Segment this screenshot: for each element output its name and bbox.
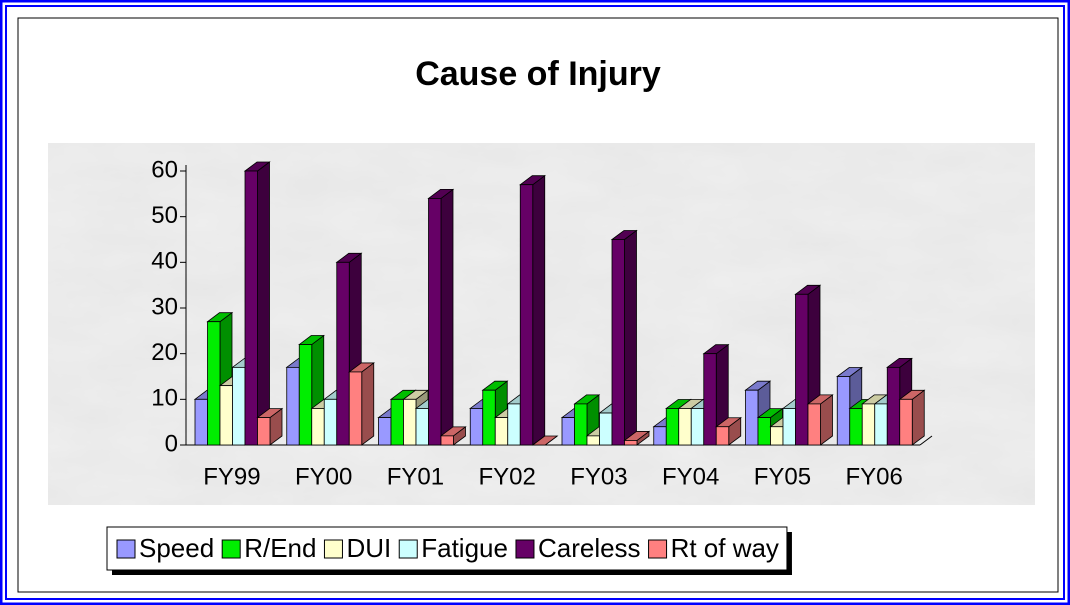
bar [439,426,467,446]
bar-side [532,174,546,446]
y-tick-label: 10 [151,385,178,412]
bar [715,416,742,446]
bar [519,174,546,446]
bar-front [194,398,208,446]
legend-swatch [221,539,241,559]
chart-title: Cause of Injury [415,55,661,93]
bar-front [311,408,325,446]
legend-shadow [786,532,792,575]
y-tick-label: 30 [151,293,178,320]
bar [610,229,638,446]
bar-front [507,403,521,446]
bar-front [403,398,417,446]
bar-front [219,385,233,446]
bar-front [348,371,363,446]
bar-front [519,184,534,446]
legend-swatch [323,539,343,559]
bar-front [415,408,429,446]
bar-front [207,321,221,446]
bar-front [665,408,680,446]
inner-frame [5,5,1065,600]
bar-front [715,426,730,446]
bar-top [531,435,559,446]
legend-swatch [515,539,535,559]
x-tick-label: FY01 [387,463,444,490]
bar-front [611,239,625,446]
y-tick-label: 20 [151,339,178,366]
bar-front [323,398,338,446]
bar-front [690,408,705,446]
x-tick-label: FY00 [295,463,352,490]
bar-front [561,417,575,446]
bar-front [286,366,300,446]
bar [427,188,455,446]
bar-side [624,229,637,446]
x-tick-label: FY06 [845,463,902,490]
bar-side [257,161,270,446]
bar-front [886,366,901,446]
x-tick-label: FY05 [754,463,811,490]
legend-label: Rt of way [671,533,779,563]
bar-front [390,398,404,446]
bar-front [257,417,271,446]
legend-label: Fatigue [421,533,508,563]
bar-side [361,362,375,446]
bar-front [782,408,796,446]
bar-front [770,426,784,446]
bar-front [899,398,913,446]
bar [806,394,834,446]
bar-front [469,408,484,446]
bar-front [836,376,851,446]
legend-swatch [398,539,418,559]
bar-front [244,170,258,446]
bar [256,407,284,446]
bar-front [494,417,509,446]
legend-label: Careless [538,533,641,563]
bar-front [807,403,821,446]
bar-front [599,412,613,446]
y-tick-label: 50 [151,202,178,229]
bar-front [861,403,876,446]
x-tick-label: FY04 [662,463,719,490]
y-tick-label: 40 [151,248,178,275]
bar-front [232,366,246,446]
legend-label: DUI [346,533,391,563]
bar-side [440,188,454,446]
y-tick-label: 0 [165,430,178,457]
bar-front [440,435,454,446]
bar-front [574,403,588,446]
bar-front [482,389,496,446]
floor-edge [919,435,933,446]
bar-front [795,293,809,446]
legend-shadow [112,570,792,575]
bar [531,435,559,446]
bar-front [586,435,600,446]
x-tick-label: FY03 [570,463,627,490]
bar-side [911,389,925,446]
legend-swatch [116,539,136,559]
bar-front [849,408,863,446]
bar [243,161,271,446]
bar [623,430,651,446]
x-tick-label: FY99 [203,463,260,490]
bar-front [745,389,759,446]
x-tick-label: FY02 [478,463,535,490]
legend-swatch [648,539,668,559]
bar-front [428,197,442,446]
bar-front [678,408,692,446]
bar-front [874,403,888,446]
bar-front [336,261,350,446]
bar-front [703,353,717,446]
bar-front [757,417,771,446]
bar-front [298,344,313,446]
bar-front [653,426,667,446]
legend-label: R/End [244,533,316,563]
bar [898,389,926,446]
legend-label: Speed [139,533,214,563]
bar-front [624,440,638,446]
bar [348,362,375,446]
y-tick-label: 60 [151,156,178,183]
bar-front [378,417,392,446]
